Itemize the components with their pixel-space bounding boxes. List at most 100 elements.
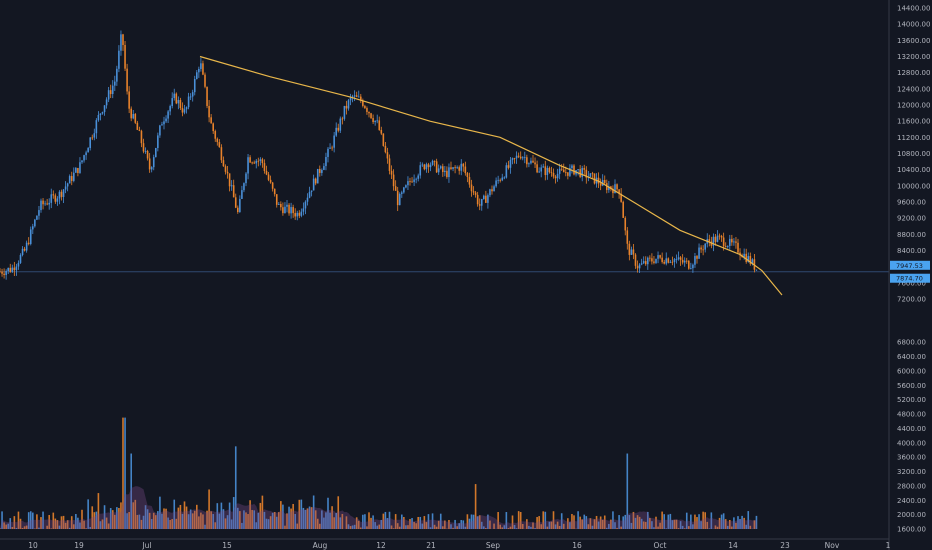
candle-body: [247, 157, 249, 174]
volume-bar: [505, 512, 508, 529]
candle-body: [425, 164, 428, 170]
candle-body: [591, 173, 594, 175]
candle-body: [466, 173, 469, 178]
candle-body: [255, 160, 258, 164]
candle-body: [657, 255, 659, 259]
volume-bar: [409, 519, 411, 529]
price-tick-label: 6000.00: [897, 367, 926, 375]
volume-bar: [587, 524, 590, 529]
candle-body: [64, 186, 67, 190]
candle-body: [487, 195, 489, 203]
volume-bar: [331, 506, 333, 529]
candle-body: [19, 254, 22, 263]
volume-bar: [515, 528, 518, 529]
volume-bar: [688, 526, 690, 529]
volume-bar: [755, 515, 758, 529]
volume-bar: [448, 520, 450, 529]
candle-body: [544, 166, 547, 176]
volume-bar: [93, 512, 96, 529]
candle-body: [60, 191, 63, 197]
volume-bar: [263, 511, 266, 529]
candle-body: [618, 189, 620, 194]
volume-bar: [466, 514, 469, 529]
volume-bar: [542, 511, 545, 529]
volume-bar: [663, 514, 665, 529]
volume-bar: [214, 522, 217, 529]
candle-body: [232, 185, 235, 198]
candle-body: [429, 164, 432, 168]
trendline[interactable]: [199, 55, 783, 296]
candle-body: [29, 229, 32, 244]
volume-bar: [554, 524, 557, 529]
candle-body: [101, 112, 104, 114]
volume-bar: [720, 514, 723, 529]
candle-body: [11, 267, 14, 272]
candle-body: [624, 217, 627, 231]
volume-bar: [708, 528, 711, 529]
candle-body: [747, 256, 750, 262]
volume-bar: [624, 514, 627, 529]
volume-bar: [581, 519, 583, 529]
volume-bar: [9, 518, 12, 529]
volume-bar: [413, 521, 415, 529]
time-axis[interactable]: 10 19 Jul 15 Aug 12 21 Sep 16 Oct 14 23 Nov 1: [28, 541, 890, 550]
candle-body: [499, 179, 501, 181]
price-axis[interactable]: 14400.00 14000.00 13600.00 13200.00 12800.00…: [897, 5, 930, 534]
volume-bar: [275, 516, 278, 529]
price-tick-label: 9200.00: [897, 215, 926, 223]
candle-body: [388, 158, 391, 171]
volume-bar: [562, 523, 565, 529]
volume-bar: [456, 526, 458, 529]
candle-body: [66, 183, 69, 187]
price-tick-label: 10000.00: [897, 182, 930, 190]
candle-body: [206, 86, 208, 106]
candle-body: [435, 161, 438, 173]
candle-body: [280, 204, 282, 208]
volume-bar: [269, 516, 272, 529]
volume-bar: [372, 515, 374, 529]
candle-body: [91, 137, 94, 139]
candle-body: [390, 170, 393, 175]
candle-body: [296, 212, 299, 217]
candle-body: [177, 99, 180, 104]
candle-body: [75, 168, 77, 173]
volume-bar: [398, 526, 401, 529]
volume-bar: [185, 506, 188, 529]
candle-body: [316, 168, 319, 184]
volume-bar: [87, 499, 89, 529]
time-tick-label: 21: [426, 541, 436, 550]
candle-body: [109, 90, 112, 95]
candle-body: [456, 167, 458, 169]
candle-body: [489, 189, 491, 196]
volume-bar: [105, 517, 108, 529]
candle-body: [9, 267, 12, 272]
candle-body: [111, 85, 114, 95]
candle-body: [362, 100, 364, 106]
candle-body: [202, 63, 204, 75]
candle-body: [630, 249, 633, 255]
candle-body: [696, 256, 698, 259]
volume-bar: [280, 501, 282, 529]
candle-body: [515, 155, 518, 159]
volume-bar: [647, 511, 649, 529]
volume-bar: [593, 519, 596, 529]
volume-bars: [0, 417, 758, 529]
candle-body: [683, 260, 686, 263]
volume-bar: [690, 514, 692, 529]
candle-body: [99, 113, 102, 116]
candle-body: [659, 255, 661, 258]
candle-body: [511, 158, 514, 160]
volume-bar: [183, 501, 186, 529]
volume-bar: [68, 527, 71, 529]
volume-bar: [128, 512, 130, 529]
volume-bar: [450, 524, 452, 529]
candle-body: [132, 113, 135, 119]
volume-bar: [671, 520, 674, 529]
candle-body: [0, 271, 1, 273]
volume-bar: [655, 516, 657, 529]
candle-body: [298, 212, 301, 216]
candle-body: [737, 242, 739, 253]
volume-bar: [302, 507, 305, 529]
candle-body: [21, 248, 24, 255]
